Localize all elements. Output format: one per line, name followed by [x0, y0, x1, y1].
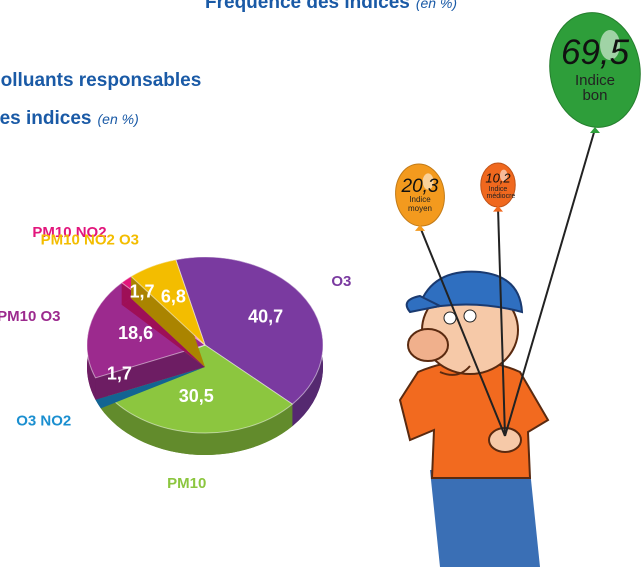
shirt: [398, 360, 550, 479]
pie-title: Polluants responsables des indices(en %): [0, 62, 238, 138]
value-label: 6,8: [161, 287, 186, 307]
slice-top: [86, 282, 207, 379]
balloon-title: Fréquence des indices (en %): [205, 0, 457, 14]
category-label: PM10 NO2: [32, 224, 106, 241]
cap-visor: [405, 294, 444, 314]
slice-side: [100, 386, 293, 455]
jeans: [430, 470, 540, 567]
balloon-string: [504, 128, 596, 437]
category-label: PM10 O3: [0, 308, 61, 325]
eye: [463, 309, 477, 323]
balloon-shine: [422, 173, 434, 190]
title-unit: (en %): [97, 111, 139, 127]
balloon-label: Indice médiocre: [486, 185, 516, 201]
title-text: Fréquence des indices: [205, 0, 410, 13]
cartoon-boy: [398, 270, 550, 567]
cap: [416, 270, 524, 314]
balloon-value: 10,2: [485, 171, 511, 186]
value-label: 18,6: [118, 323, 153, 343]
slice-bottom: [131, 281, 205, 367]
slice-top: [175, 256, 324, 405]
value-label: 40,7: [248, 307, 283, 327]
category-label: PM10 NO2 O3: [41, 232, 139, 249]
balloon-knot: [415, 224, 425, 231]
slice-top: [130, 259, 206, 346]
title-unit: (en %): [415, 0, 458, 11]
eye: [443, 311, 457, 325]
balloon-value: 69,5: [561, 33, 630, 72]
balloon-string: [497, 207, 506, 437]
category-label: O3 NO2: [16, 412, 71, 429]
pie-slice: [130, 259, 206, 367]
balloon-shine: [499, 169, 508, 182]
value-label: 1,7: [129, 281, 154, 301]
balloon-value: 20,3: [401, 176, 439, 197]
mouth: [439, 365, 471, 376]
nose: [407, 328, 449, 362]
slice-bottom: [121, 298, 205, 367]
balloon-label: Indice bon: [574, 71, 615, 105]
pie-slice: [86, 282, 207, 400]
value-label: 30,5: [179, 386, 214, 406]
balloon-knot: [493, 205, 503, 212]
balloon-string: [419, 226, 506, 437]
slice-bottom: [95, 367, 205, 409]
value-label: 1,7: [107, 363, 132, 383]
category-label: O3: [331, 273, 351, 290]
balloon-knot: [590, 127, 600, 134]
category-label: PM10: [167, 475, 206, 492]
title-text: Polluants responsables des indices: [0, 70, 202, 129]
balloon-label: Indice moyen: [407, 195, 432, 213]
pie-slice: [175, 256, 324, 427]
balloon-shine: [600, 29, 621, 60]
pie-slice: [100, 344, 294, 455]
